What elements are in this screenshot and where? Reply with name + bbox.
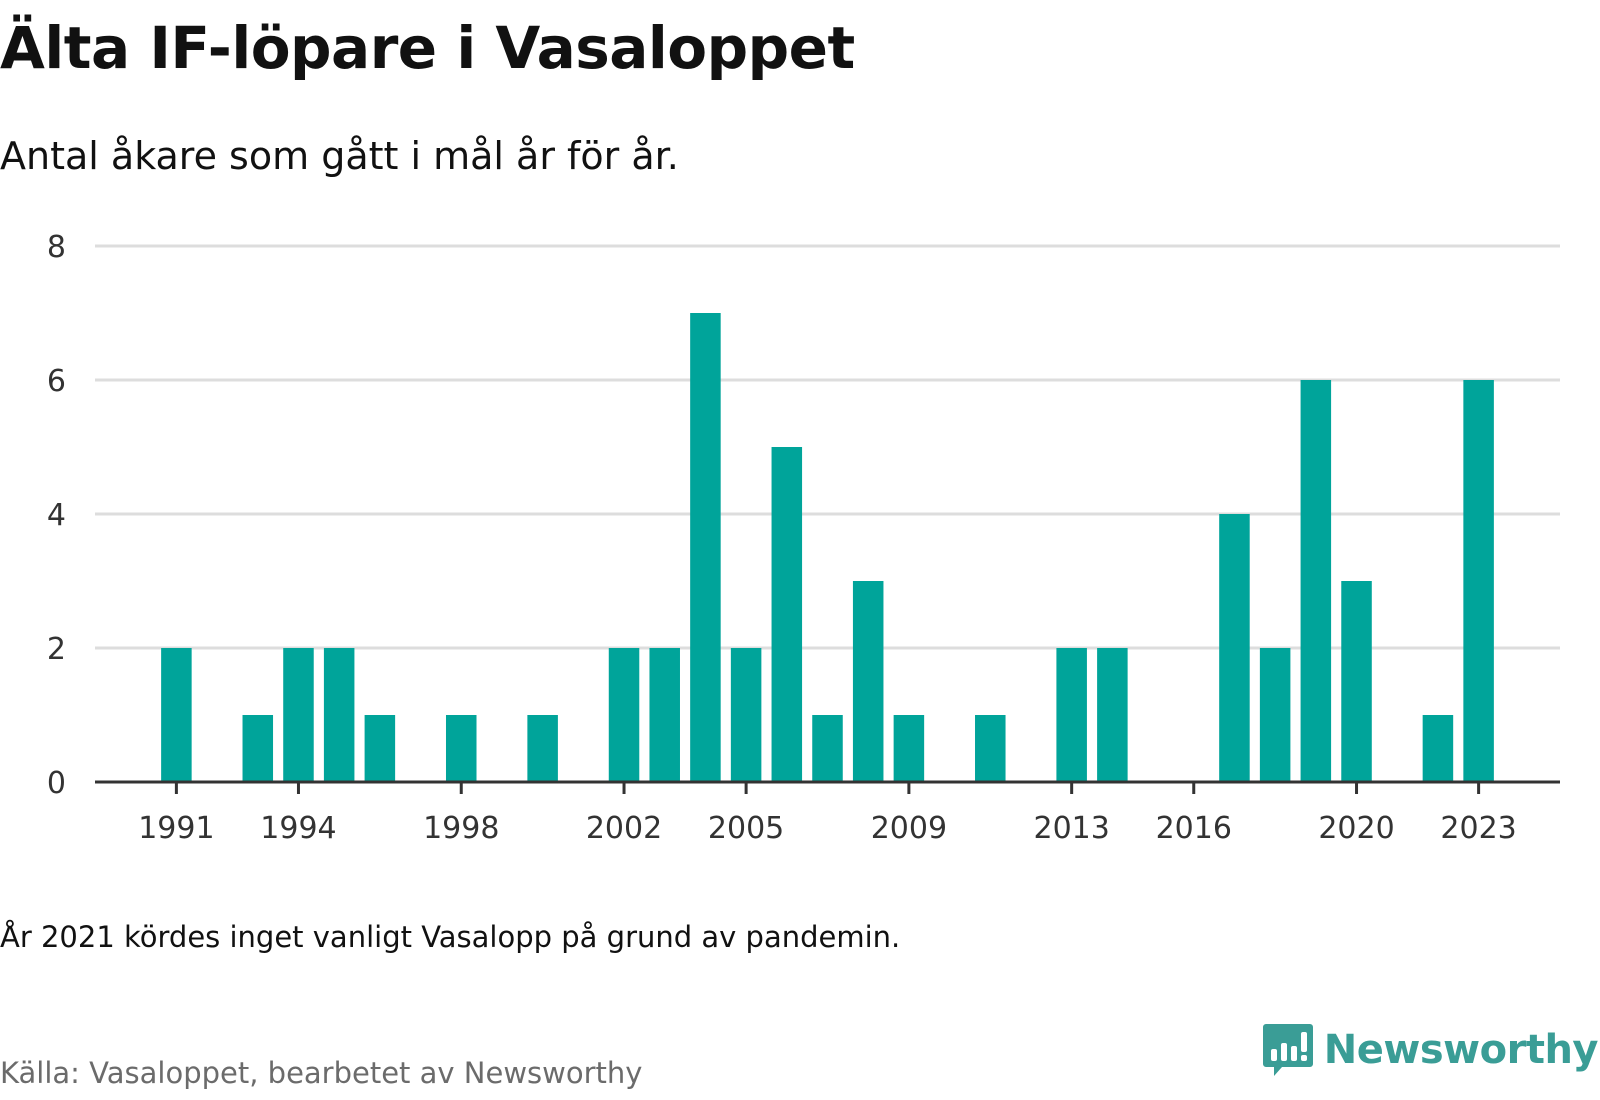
x-tick-label: 2013 — [1033, 811, 1109, 846]
bar-1993 — [242, 715, 274, 782]
bar-2020 — [1341, 581, 1372, 782]
bar-1995 — [323, 648, 355, 782]
y-tick-label: 0 — [47, 766, 66, 801]
bar-2002 — [608, 648, 640, 782]
x-tick-label: 1991 — [138, 811, 214, 846]
x-tick-label: 2023 — [1440, 811, 1516, 846]
x-tick-label: 2002 — [586, 811, 662, 846]
bar-chart: 0 2 4 6 8 1991 1994 1998 2002 2005 2009 2013 2016 20… — [47, 230, 1560, 846]
bar-1998 — [445, 715, 477, 782]
bar-2017 — [1219, 514, 1250, 782]
y-tick-label: 2 — [47, 632, 66, 667]
x-tick-label: 1994 — [260, 811, 336, 846]
x-tick-label: 1998 — [423, 811, 499, 846]
bar-2006 — [771, 447, 803, 782]
newsworthy-logo-icon — [1262, 1024, 1313, 1076]
x-tick-label: 2005 — [708, 811, 784, 846]
chart-title: Älta IF-löpare i Vasaloppet — [0, 14, 855, 82]
bars — [161, 313, 1494, 782]
bar-2004 — [690, 313, 721, 782]
y-tick-label: 8 — [47, 230, 66, 265]
bar-2003 — [649, 648, 680, 782]
bar-2023 — [1463, 380, 1494, 782]
x-tick-label: 2009 — [871, 811, 947, 846]
bar-2008 — [852, 581, 884, 782]
chart-footnote: År 2021 kördes inget vanligt Vasalopp på… — [0, 920, 901, 954]
bar-2019 — [1300, 380, 1332, 782]
bar-2014 — [1097, 648, 1128, 782]
x-axis-ticks: 1991 1994 1998 2002 2005 2009 2013 2016 2020 2023 — [138, 782, 1517, 846]
bar-2005 — [730, 648, 762, 782]
bar-2013 — [1056, 648, 1087, 782]
grid-lines — [95, 244, 1560, 650]
bar-2000 — [527, 715, 558, 782]
chart-subtitle: Antal åkare som gått i mål år för år. — [0, 134, 679, 178]
bar-1994 — [283, 648, 314, 782]
y-tick-label: 6 — [47, 364, 66, 399]
bar-2007 — [812, 715, 843, 782]
x-tick-label: 2016 — [1156, 811, 1232, 846]
x-tick-label: 2020 — [1318, 811, 1394, 846]
bar-2011 — [975, 715, 1006, 782]
newsworthy-brand[interactable]: Newsworthy — [1262, 1022, 1599, 1078]
bar-2018 — [1259, 648, 1291, 782]
bar-2009 — [893, 715, 925, 782]
y-axis-labels: 0 2 4 6 8 — [47, 230, 66, 801]
y-tick-label: 4 — [47, 498, 66, 533]
bar-1996 — [364, 715, 396, 782]
bar-2022 — [1422, 715, 1454, 782]
source-text: Källa: Vasaloppet, bearbetet av Newswort… — [0, 1056, 643, 1090]
bar-1991 — [161, 648, 192, 782]
brand-name: Newsworthy — [1323, 1027, 1599, 1073]
